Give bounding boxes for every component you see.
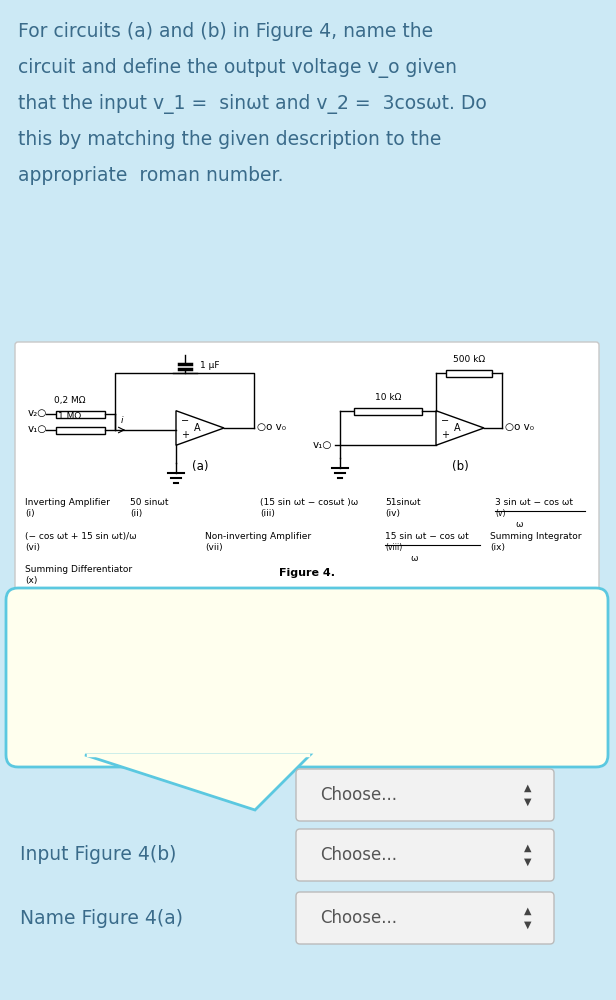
Text: ▼: ▼ xyxy=(524,797,532,807)
Text: (x): (x) xyxy=(25,576,38,585)
Text: Inverting Amplifier: Inverting Amplifier xyxy=(25,498,110,507)
Text: −: − xyxy=(181,416,189,426)
Text: A: A xyxy=(193,423,200,433)
Text: 51sinωt: 51sinωt xyxy=(385,498,421,507)
Text: Name Figure 4(a): Name Figure 4(a) xyxy=(20,908,183,928)
Text: 15 sin ωt − cos ωt: 15 sin ωt − cos ωt xyxy=(385,532,469,541)
Text: 10 kΩ: 10 kΩ xyxy=(375,393,401,402)
Text: (viii): (viii) xyxy=(385,543,402,552)
Text: (i): (i) xyxy=(25,509,34,518)
Polygon shape xyxy=(176,411,224,445)
Text: +: + xyxy=(441,430,449,440)
Text: +: + xyxy=(181,430,189,440)
Text: ▼: ▼ xyxy=(524,857,532,867)
Text: v₁○: v₁○ xyxy=(28,424,47,434)
Text: 0,2 MΩ: 0,2 MΩ xyxy=(54,396,86,405)
Text: (ix): (ix) xyxy=(490,543,505,552)
Text: Input Figure 4(b): Input Figure 4(b) xyxy=(20,846,176,864)
Text: (vi): (vi) xyxy=(25,543,40,552)
Text: (vii): (vii) xyxy=(205,543,222,552)
FancyBboxPatch shape xyxy=(296,769,554,821)
Text: 500 kΩ: 500 kΩ xyxy=(453,355,485,364)
Text: (b): (b) xyxy=(452,460,468,473)
Text: (iv): (iv) xyxy=(385,509,400,518)
FancyBboxPatch shape xyxy=(56,426,105,434)
Text: 1 MΩ: 1 MΩ xyxy=(59,412,81,421)
Text: Summing Integrator: Summing Integrator xyxy=(490,532,582,541)
FancyBboxPatch shape xyxy=(296,892,554,944)
Text: (15 sin ωt − cosωt )ω: (15 sin ωt − cosωt )ω xyxy=(260,498,359,507)
Text: A: A xyxy=(454,423,460,433)
FancyBboxPatch shape xyxy=(56,410,105,418)
Text: 3 sin ωt − cos ωt: 3 sin ωt − cos ωt xyxy=(495,498,573,507)
Polygon shape xyxy=(436,411,484,445)
Text: Non-inverting Amplifier: Non-inverting Amplifier xyxy=(205,532,311,541)
Text: (− cos ωt + 15 sin ωt)/ω: (− cos ωt + 15 sin ωt)/ω xyxy=(25,532,137,541)
Text: Choose...: Choose... xyxy=(320,846,397,864)
Text: ω: ω xyxy=(410,554,418,563)
Text: ▲: ▲ xyxy=(524,906,532,916)
Text: (v): (v) xyxy=(495,509,506,518)
Text: Choose...: Choose... xyxy=(320,786,397,804)
Text: ▼: ▼ xyxy=(524,920,532,930)
Text: Figure 4.: Figure 4. xyxy=(279,568,335,578)
Text: (iii): (iii) xyxy=(260,509,275,518)
Text: this by matching the given description to the: this by matching the given description t… xyxy=(18,130,442,149)
FancyBboxPatch shape xyxy=(6,588,608,767)
Text: appropriate  roman number.: appropriate roman number. xyxy=(18,166,283,185)
Text: ▲: ▲ xyxy=(524,783,532,793)
Text: 50 sinωt: 50 sinωt xyxy=(130,498,169,507)
FancyBboxPatch shape xyxy=(446,369,492,376)
Text: (ii): (ii) xyxy=(130,509,142,518)
Polygon shape xyxy=(85,755,310,810)
Text: ▲: ▲ xyxy=(524,843,532,853)
Text: that the input v_1 =  sinωt and v_2 =  3cosωt. Do: that the input v_1 = sinωt and v_2 = 3co… xyxy=(18,94,487,114)
Text: i: i xyxy=(121,416,123,425)
Text: v₁○: v₁○ xyxy=(313,440,332,450)
Text: (a): (a) xyxy=(192,460,208,473)
Text: ω: ω xyxy=(515,520,522,529)
FancyBboxPatch shape xyxy=(296,829,554,881)
Text: 1 μF: 1 μF xyxy=(200,360,219,369)
Text: Summing Differentiator: Summing Differentiator xyxy=(25,565,132,574)
FancyBboxPatch shape xyxy=(15,342,599,618)
Text: circuit and define the output voltage v_o given: circuit and define the output voltage v_… xyxy=(18,58,457,78)
Text: For circuits (a) and (b) in Figure 4, name the: For circuits (a) and (b) in Figure 4, na… xyxy=(18,22,433,41)
Text: Choose...: Choose... xyxy=(320,909,397,927)
Text: −: − xyxy=(441,416,449,426)
Text: ○o v₀: ○o v₀ xyxy=(257,422,286,432)
Text: ○o v₀: ○o v₀ xyxy=(505,422,534,432)
Text: v₂○: v₂○ xyxy=(28,408,47,418)
FancyBboxPatch shape xyxy=(354,408,421,414)
